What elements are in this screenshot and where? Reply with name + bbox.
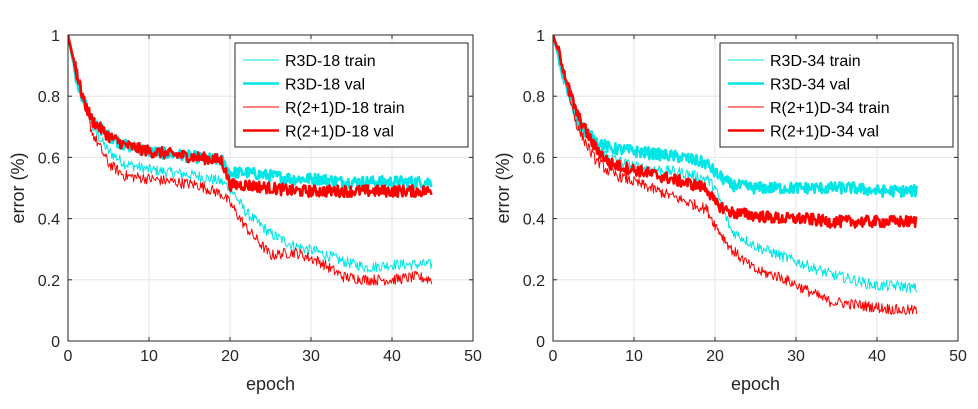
y-axis-label: error (%) bbox=[493, 153, 513, 224]
legend-label: R(2+1)D-18 val bbox=[285, 124, 394, 141]
y-axis-label: error (%) bbox=[8, 153, 28, 224]
x-tick-label: 20 bbox=[706, 348, 724, 365]
series-line-r3d-34-val bbox=[553, 34, 918, 198]
x-tick-label: 30 bbox=[302, 348, 320, 365]
series-line-r-2-1-d-18-train bbox=[68, 34, 433, 286]
y-tick-label: 1 bbox=[51, 28, 60, 45]
legend-label: R3D-18 val bbox=[285, 77, 365, 94]
axes-box bbox=[552, 34, 959, 342]
x-tick-label: 10 bbox=[625, 348, 643, 365]
x-tick-label: 20 bbox=[221, 348, 239, 365]
legend-label: R3D-18 train bbox=[285, 53, 376, 70]
y-tick-label: 0.8 bbox=[523, 89, 545, 106]
x-tick-label: 30 bbox=[787, 348, 805, 365]
x-tick-label: 50 bbox=[949, 348, 967, 365]
x-axis-label: epoch bbox=[731, 374, 780, 394]
y-tick-label: 0.2 bbox=[523, 273, 545, 290]
chart-panel-1: 0 10 20 30 40 50 0 0.2 0.4 0.6 0.8 1 epoch error (%) R… bbox=[8, 28, 482, 394]
x-tick-label: 50 bbox=[464, 348, 482, 365]
x-tick-label: 0 bbox=[549, 348, 558, 365]
x-tick-label: 40 bbox=[868, 348, 886, 365]
series-line-r3d-34-train bbox=[553, 34, 918, 294]
y-tick-label: 0.8 bbox=[38, 89, 60, 106]
x-axis-label: epoch bbox=[246, 374, 295, 394]
series-line-r-2-1-d-34-val bbox=[553, 34, 918, 229]
y-tick-label: 0 bbox=[536, 334, 545, 351]
series-line-r-2-1-d-18-val bbox=[68, 34, 433, 199]
legend: R3D-34 train R3D-34 val R(2+1)D-34 train R(… bbox=[719, 42, 954, 148]
x-tick-label: 40 bbox=[383, 348, 401, 365]
series-line-r-2-1-d-34-train bbox=[553, 34, 918, 315]
chart-panel-2: 0 10 20 30 40 50 0 0.2 0.4 0.6 0.8 1 epoch error (%) R… bbox=[493, 28, 967, 394]
y-tick-label: 0.6 bbox=[38, 150, 60, 167]
legend-label: R(2+1)D-18 train bbox=[285, 100, 405, 117]
legend-label: R(2+1)D-34 val bbox=[770, 124, 879, 141]
y-tick-label: 1 bbox=[536, 28, 545, 45]
axes-box bbox=[67, 34, 474, 342]
y-tick-label: 0 bbox=[51, 334, 60, 351]
legend-label: R(2+1)D-34 train bbox=[770, 100, 890, 117]
x-tick-label: 10 bbox=[140, 348, 158, 365]
y-tick-label: 0.4 bbox=[523, 212, 545, 229]
legend-label: R3D-34 val bbox=[770, 77, 850, 94]
x-tick-label: 0 bbox=[64, 348, 73, 365]
y-tick-label: 0.4 bbox=[38, 212, 60, 229]
y-tick-label: 0.6 bbox=[523, 150, 545, 167]
series-line-r3d-18-train bbox=[68, 34, 433, 273]
legend-label: R3D-34 train bbox=[770, 53, 861, 70]
legend: R3D-18 train R3D-18 val R(2+1)D-18 train R(… bbox=[234, 42, 469, 148]
y-tick-label: 0.2 bbox=[38, 273, 60, 290]
